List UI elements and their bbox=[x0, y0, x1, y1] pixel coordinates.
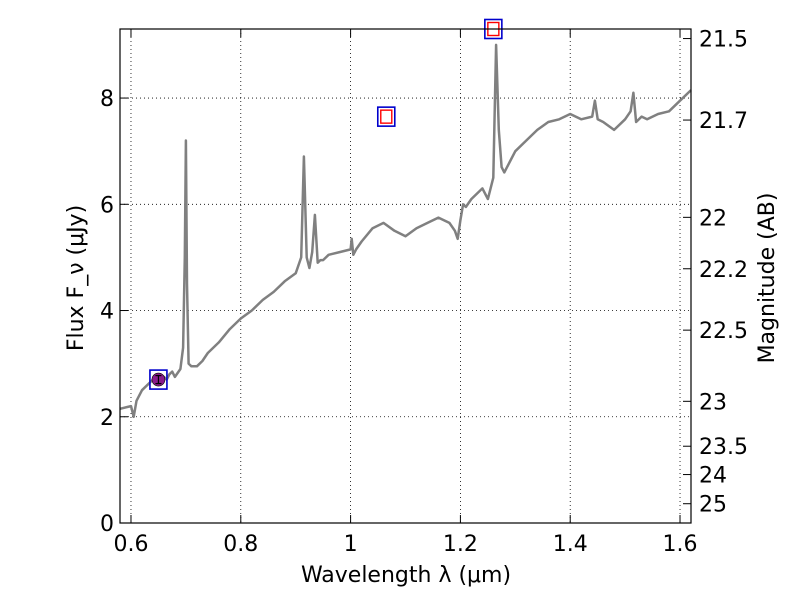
photometry-box bbox=[376, 106, 396, 127]
mag-tick-label: 22.5 bbox=[699, 319, 748, 344]
x-axis-label: Wavelength λ (μm) bbox=[301, 563, 511, 588]
mag-tick-label: 22 bbox=[699, 206, 727, 231]
photometry-box bbox=[149, 369, 168, 390]
mag-tick-label: 23 bbox=[699, 390, 727, 415]
mag-tick-label: 23.5 bbox=[699, 435, 748, 460]
y-tick-label: 0 bbox=[100, 512, 114, 537]
mag-tick-label: 24 bbox=[699, 464, 727, 489]
mag-tick-label: 25 bbox=[699, 493, 727, 518]
y-tick-label: 2 bbox=[100, 406, 114, 431]
y-tick-label: 4 bbox=[100, 300, 114, 325]
spectrum-line bbox=[119, 43, 692, 419]
plot-frame bbox=[119, 28, 692, 524]
x-tick-label: 1.4 bbox=[553, 532, 588, 557]
x-tick-label: 0.8 bbox=[223, 532, 258, 557]
markers-layer bbox=[149, 18, 503, 390]
axes bbox=[119, 28, 692, 524]
ticks: 0.6 0.8 1 1.2 1.4 1.60246821.521.72222.222.52… bbox=[100, 28, 748, 557]
mag-tick-label: 21.7 bbox=[699, 109, 748, 134]
y-tick-label: 6 bbox=[100, 193, 114, 218]
x-tick-label: 1.2 bbox=[443, 532, 478, 557]
grid bbox=[120, 29, 691, 524]
mag-tick-label: 22.2 bbox=[699, 258, 748, 283]
mag-tick-label: 21.5 bbox=[699, 28, 748, 53]
photometry-upper-box bbox=[380, 109, 393, 124]
y-tick-label: 8 bbox=[100, 87, 114, 112]
y-axis-label: Flux F_ν (μJy) bbox=[64, 205, 89, 351]
x-tick-label: 1 bbox=[344, 532, 358, 557]
y2-axis-label: Magnitude (AB) bbox=[755, 193, 780, 364]
x-tick-label: 1.6 bbox=[663, 532, 698, 557]
x-tick-label: 0.6 bbox=[113, 532, 148, 557]
series-layer bbox=[119, 43, 692, 419]
